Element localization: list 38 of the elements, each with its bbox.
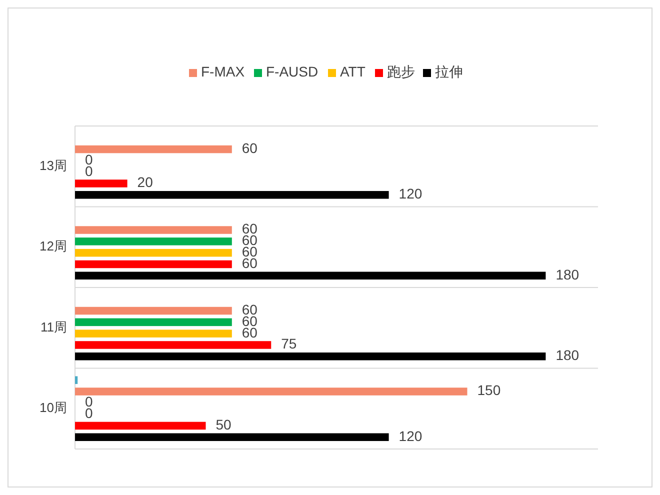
bar: [75, 318, 232, 326]
legend-label: 拉伸: [435, 64, 463, 80]
bar: [75, 330, 232, 338]
data-label: 60: [242, 301, 258, 318]
bar: [75, 422, 206, 430]
legend-label: ATT: [340, 64, 366, 80]
data-label: 150: [477, 382, 501, 398]
data-label: 180: [556, 266, 580, 282]
bar: [75, 191, 389, 199]
bar: [75, 226, 232, 234]
bar: [75, 260, 232, 268]
bar: [75, 376, 78, 384]
data-label: 120: [398, 186, 422, 202]
data-label: 180: [556, 347, 580, 364]
y-tick-label: 11周: [40, 319, 67, 334]
bar: [75, 433, 389, 442]
bar: [75, 352, 546, 360]
data-label: 75: [281, 336, 297, 352]
bar: [75, 145, 232, 154]
bar: [75, 248, 232, 257]
data-label: 120: [398, 428, 422, 444]
y-tick-label: 13周: [40, 158, 67, 173]
y-tick-label: 10周: [40, 400, 67, 416]
bar: [75, 238, 232, 246]
bar: [75, 180, 128, 188]
bar: [75, 306, 232, 315]
data-label: 0: [85, 405, 93, 422]
bar: [75, 388, 468, 396]
data-label: 50: [216, 416, 232, 432]
legend-label: 跑步: [387, 64, 415, 80]
bar: [75, 341, 272, 349]
y-tick-label: 12周: [40, 238, 67, 254]
data-label: 20: [137, 174, 154, 190]
data-label: 0: [85, 151, 93, 168]
legend-label: F-MAX: [201, 64, 246, 80]
data-label: 60: [242, 140, 258, 156]
bar: [75, 272, 546, 280]
legend-label: F-AUSD: [266, 64, 318, 80]
